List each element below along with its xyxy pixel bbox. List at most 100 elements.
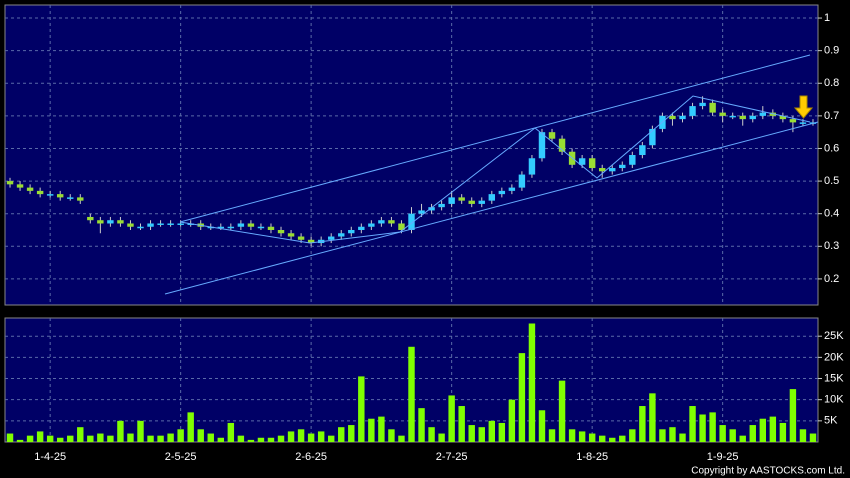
y-tick-label: 5K [824, 415, 838, 427]
volume-bar [348, 425, 355, 442]
candle-body [237, 223, 245, 227]
volume-bar [779, 422, 787, 442]
volume-bar [729, 429, 736, 442]
candle-body [448, 197, 455, 204]
volume-bar [508, 399, 516, 442]
volume-bar [719, 425, 726, 442]
trend-lines [164, 54, 819, 295]
candle-body [629, 155, 636, 165]
candle-body [578, 158, 586, 165]
candle-body [36, 190, 44, 195]
candle-body [669, 115, 676, 120]
x-tick-label: 2-5-25 [165, 451, 197, 463]
candle-body [749, 115, 756, 120]
volume-bar [448, 395, 455, 442]
candle-body [287, 233, 295, 237]
volume-bar [548, 429, 556, 442]
y-tick-label: 0.5 [824, 175, 839, 187]
volume-bar [77, 427, 84, 442]
volume-bar [247, 439, 255, 442]
volume-bar [588, 433, 596, 442]
y-tick-label: 0.9 [824, 45, 839, 57]
volume-bar [257, 437, 265, 442]
volume-bar [167, 433, 174, 442]
candle-body [598, 168, 606, 172]
candle-body [6, 181, 14, 185]
zigzag [179, 95, 811, 244]
volume-bar [458, 406, 465, 442]
candle-body [729, 115, 736, 118]
candle-body [709, 102, 716, 113]
volume-bar [117, 420, 124, 442]
candle-body [699, 102, 706, 107]
candle-body [56, 194, 64, 198]
volume-bar [468, 425, 475, 442]
candle-body [46, 194, 54, 196]
volume-bar [739, 435, 746, 442]
candle-body [398, 223, 405, 230]
candle-body [719, 112, 726, 116]
candle-body [227, 226, 235, 229]
volume-bar [629, 429, 636, 442]
candle-body [619, 164, 626, 169]
volume-bar [578, 431, 586, 442]
candle-body [498, 190, 506, 195]
volume-bar [137, 420, 144, 442]
candle-body [478, 200, 485, 204]
candle-body [789, 119, 797, 123]
volume-bar [217, 437, 225, 442]
volume-bar [799, 429, 807, 442]
candle-body [739, 115, 746, 120]
candle-body [117, 220, 124, 224]
candle-body [67, 197, 74, 199]
candle-body [679, 115, 686, 120]
candle-body [548, 132, 556, 139]
volume-bar [317, 431, 325, 442]
candle-body [97, 220, 104, 224]
volume-bar [197, 429, 204, 442]
candle-body [759, 112, 767, 116]
volume-bar [26, 435, 34, 442]
candle-body [327, 236, 335, 240]
y-tick-label: 0.2 [824, 273, 839, 285]
candle-body [297, 236, 305, 240]
candle-body [799, 122, 807, 124]
candle-body [307, 239, 315, 244]
candle-body [689, 106, 696, 116]
candle-body [137, 226, 144, 229]
x-tick-label: 1-8-25 [576, 451, 608, 463]
volume-bar [338, 427, 345, 442]
candle-body [267, 226, 275, 230]
candle-body [528, 158, 536, 175]
candle-body [26, 187, 34, 191]
volume-bar [97, 433, 104, 442]
volume-bar [488, 420, 496, 442]
volume-bar [669, 427, 676, 442]
volume-bar [609, 437, 616, 442]
volume-bar [56, 437, 64, 442]
channel-lower [164, 121, 819, 295]
candle-body [147, 223, 154, 227]
y-tick-label: 0.6 [824, 142, 839, 154]
candle-body [277, 230, 285, 234]
volume-bar [147, 435, 154, 442]
volume-bar [388, 429, 395, 442]
volume-bar [709, 412, 716, 442]
volume-bar [46, 435, 54, 442]
candle-body [167, 223, 174, 225]
volume-bar [639, 406, 646, 442]
volume-bar [558, 380, 566, 442]
volume-bar [408, 346, 415, 442]
volume-bar [538, 410, 546, 442]
volume-bar [649, 393, 656, 442]
volume-bar [157, 435, 164, 442]
volume-bar [498, 422, 506, 442]
y-tick-label: 25K [824, 330, 844, 342]
price-panel [4, 4, 819, 306]
candle-body [649, 128, 656, 146]
x-tick-label: 2-6-25 [295, 451, 327, 463]
candle-body [157, 223, 164, 225]
candle-body [558, 138, 566, 152]
